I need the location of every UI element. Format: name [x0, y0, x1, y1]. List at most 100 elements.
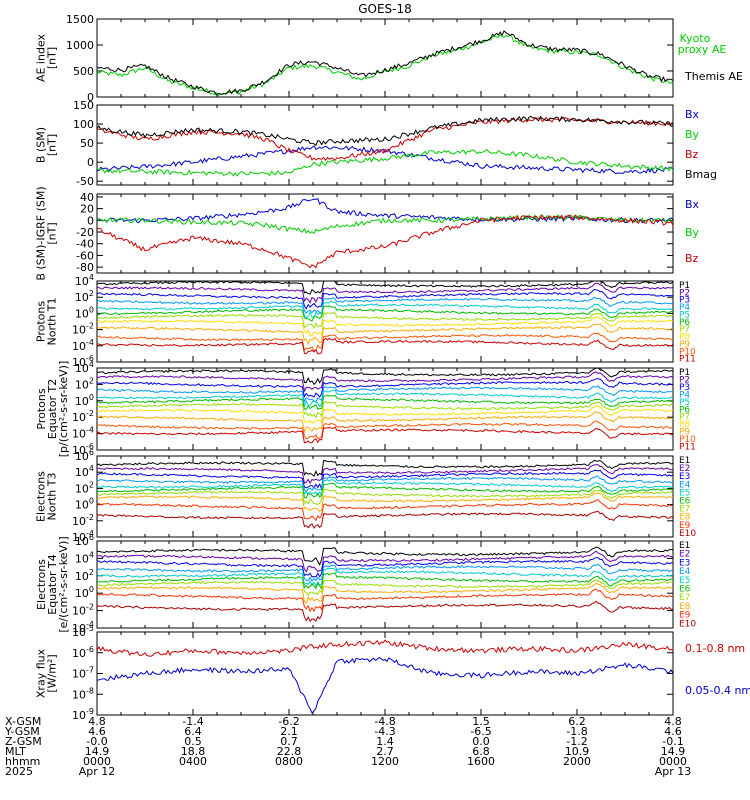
legend-label: P2: [679, 375, 690, 385]
y-tick-label: -50: [76, 175, 94, 188]
y-tick-label: 10-4: [72, 620, 94, 635]
legend-label: E2: [679, 464, 690, 474]
legend-label: E1: [679, 541, 690, 551]
footer-cell: 22.8: [277, 745, 302, 758]
panel-2: -50 0 50 100 150 B (SM)[nT] Bx By Bz Bmag: [35, 99, 718, 188]
footer-cell: -4.8: [374, 715, 395, 728]
legend-label: Bx: [685, 198, 700, 211]
footer-cell: 6.8: [472, 745, 490, 758]
legend-label: E8: [679, 513, 691, 523]
legend-label: P5: [679, 398, 690, 408]
y-tick-label: 100: [75, 497, 94, 512]
legend-label: E1: [679, 456, 690, 466]
y-tick-label: 0: [87, 156, 94, 169]
footer-row-label: Y-GSM: [4, 725, 40, 738]
channel-line-e3: [97, 557, 673, 578]
y-tick-label: 106: [75, 533, 94, 548]
series-group: [97, 546, 673, 623]
y-axis-label: Protons: [35, 301, 48, 342]
y-tick-label: 102: [75, 289, 94, 304]
channel-line-p2: [97, 282, 673, 304]
legend-label: By: [685, 128, 700, 141]
channel-line-e1: [97, 546, 673, 567]
legend-label: P5: [679, 310, 690, 320]
channel-line-p2: [97, 371, 673, 393]
channel-line-p9: [97, 411, 673, 433]
channel-line-p4: [97, 385, 673, 403]
legend-label: 0.1-0.8 nm: [685, 642, 745, 655]
footer-cell: 0000: [659, 755, 687, 768]
y-tick-label: -20: [76, 226, 94, 239]
series-group: [97, 198, 673, 269]
y-tick-label: 100: [75, 393, 94, 408]
channel-line-e5: [97, 478, 673, 498]
footer-cell: 18.8: [181, 745, 206, 758]
y-tick-label: 10-2: [72, 603, 94, 618]
y-tick-label: 102: [75, 376, 94, 391]
legend-label: P11: [679, 443, 696, 453]
channel-line-e3: [97, 469, 673, 491]
channel-line-e2: [97, 464, 673, 485]
legend-label: P3: [679, 296, 690, 306]
legend-label: E9: [679, 521, 691, 531]
channel-line-e8: [97, 492, 673, 513]
channel-line-e10: [97, 600, 673, 623]
channel-line-p8: [97, 405, 673, 424]
y-axis-label: North T1: [46, 298, 59, 346]
y-tick-label: 10-6: [72, 442, 94, 457]
footer-cell: 4.8: [664, 715, 682, 728]
legend-label: P3: [679, 383, 690, 393]
footer-cell: 6.4: [184, 725, 202, 738]
panel-8: 10-9 10-8 10-7 10-6 10-5 Xray flux[W/m²] 0.1-0…: [35, 624, 750, 722]
channel-line-p6: [97, 305, 673, 322]
channel-line-p4: [97, 296, 673, 315]
footer-cell: 0800: [275, 755, 303, 768]
channel-line-e4: [97, 475, 673, 494]
legend-label: P6: [679, 318, 690, 328]
channel-line-e9: [97, 499, 673, 522]
footer-row-label: X-GSM: [5, 715, 41, 728]
footer-cell: 1.4: [376, 735, 394, 748]
legend-label: E4: [679, 480, 691, 490]
y-axis-label: Electrons: [35, 559, 48, 610]
panel-frame: [96, 193, 674, 274]
series-group: [97, 639, 673, 714]
legend-label: P9: [679, 340, 690, 350]
panel-frame: [96, 104, 674, 186]
footer-cell: -0.0: [86, 735, 107, 748]
legend-label: E3: [679, 558, 690, 568]
footer-cell: 6.2: [568, 715, 586, 728]
legend-label: P1: [679, 368, 690, 378]
y-tick-label: -60: [76, 249, 94, 262]
footer-cell: -1.2: [566, 735, 587, 748]
channel-line-p1: [97, 281, 673, 295]
footer-cell: 14.9: [661, 745, 686, 758]
legend-label: P11: [679, 355, 696, 365]
y-axis-label: Xray flux: [35, 648, 48, 698]
y-tick-label: 10-7: [72, 666, 94, 681]
series-group: [97, 368, 673, 444]
y-tick-label: 104: [75, 360, 94, 375]
footer-cell: -1.8: [566, 725, 587, 738]
legend-label: P4: [679, 303, 690, 313]
y-tick-label: 10-2: [72, 322, 94, 337]
panel-frame: [96, 18, 674, 98]
y-tick-label: 104: [75, 550, 94, 565]
footer-cell: 10.9: [565, 745, 590, 758]
channel-line-e7: [97, 488, 673, 505]
channel-line-p5: [97, 389, 673, 408]
y-tick-label: 0: [87, 91, 94, 104]
y-tick-label: 1000: [66, 39, 94, 52]
y-tick-label: 10-5: [72, 624, 94, 639]
channel-line-p10: [97, 420, 673, 440]
y-tick-label: 500: [73, 65, 94, 78]
channel-line-e4: [97, 563, 673, 582]
legend-label: E10: [679, 529, 696, 539]
legend-label: Bmag: [685, 168, 717, 181]
channel-line-p3: [97, 378, 673, 398]
footer-cell: 4.6: [88, 725, 106, 738]
